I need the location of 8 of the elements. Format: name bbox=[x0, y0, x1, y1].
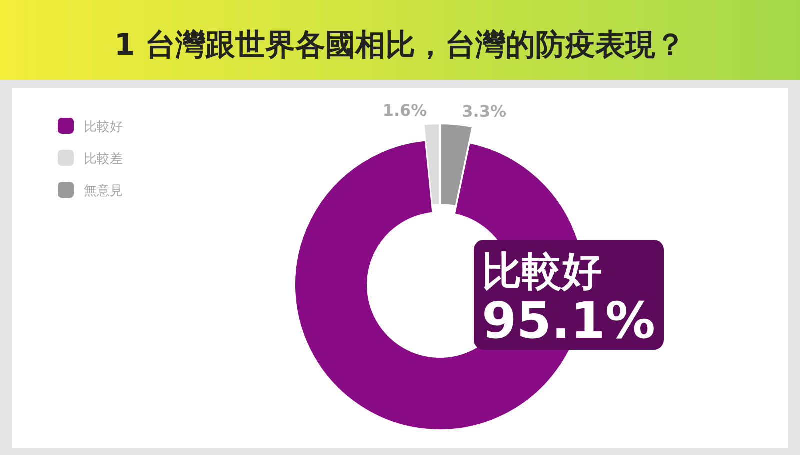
data-label: 95.1% bbox=[482, 292, 656, 350]
legend-label: 無意見 bbox=[84, 184, 123, 199]
legend-label: 比較好 bbox=[84, 120, 123, 135]
data-label: 1.6% bbox=[382, 101, 428, 120]
slice-label: 比較好 bbox=[482, 249, 602, 295]
legend-label: 比較差 bbox=[84, 152, 123, 167]
chart-title: 1 台灣跟世界各國相比，台灣的防疫表現？ bbox=[114, 28, 686, 63]
data-label: 3.3% bbox=[462, 102, 506, 121]
